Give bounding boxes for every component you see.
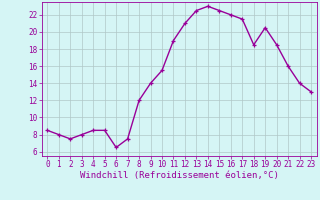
- X-axis label: Windchill (Refroidissement éolien,°C): Windchill (Refroidissement éolien,°C): [80, 171, 279, 180]
